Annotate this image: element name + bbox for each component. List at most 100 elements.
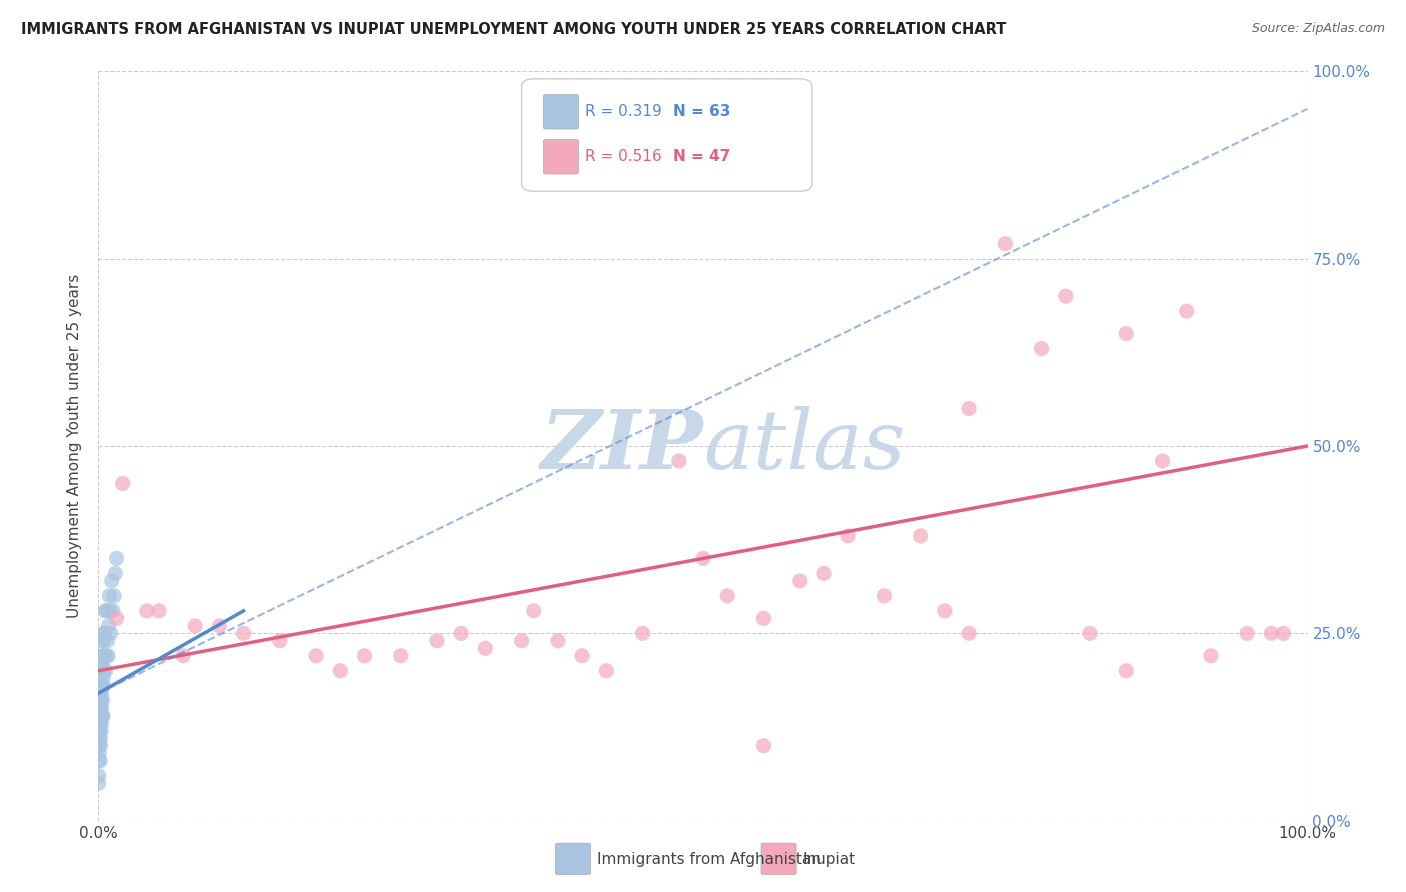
Y-axis label: Unemployment Among Youth under 25 years: Unemployment Among Youth under 25 years bbox=[67, 274, 83, 618]
Point bbox=[1115, 326, 1137, 341]
Point bbox=[90, 708, 112, 723]
Point bbox=[96, 648, 118, 663]
Point bbox=[994, 236, 1017, 251]
Point bbox=[103, 589, 125, 603]
Point bbox=[90, 701, 112, 715]
Point bbox=[89, 746, 111, 760]
Point bbox=[90, 679, 112, 693]
Point bbox=[305, 648, 328, 663]
Point bbox=[90, 701, 112, 715]
Text: R = 0.516: R = 0.516 bbox=[585, 149, 661, 163]
Point bbox=[873, 589, 896, 603]
Point bbox=[91, 664, 114, 678]
Text: atlas: atlas bbox=[703, 406, 905, 486]
Point bbox=[1175, 304, 1198, 318]
Point bbox=[91, 648, 114, 663]
Point bbox=[571, 648, 593, 663]
Point bbox=[90, 686, 112, 700]
Point bbox=[716, 589, 738, 603]
Point bbox=[510, 633, 533, 648]
Point bbox=[1031, 342, 1053, 356]
Point bbox=[104, 566, 127, 581]
Text: Immigrants from Afghanistan: Immigrants from Afghanistan bbox=[596, 852, 821, 867]
Point bbox=[547, 633, 569, 648]
Point bbox=[353, 648, 375, 663]
Point bbox=[90, 701, 112, 715]
Point bbox=[97, 648, 120, 663]
Point bbox=[89, 731, 111, 746]
Point bbox=[93, 664, 115, 678]
Point bbox=[87, 776, 110, 790]
Point bbox=[450, 626, 472, 640]
Point bbox=[934, 604, 956, 618]
Point bbox=[90, 716, 112, 731]
Point bbox=[105, 551, 128, 566]
Point bbox=[426, 633, 449, 648]
Point bbox=[94, 664, 117, 678]
Point bbox=[89, 731, 111, 746]
Text: IMMIGRANTS FROM AFGHANISTAN VS INUPIAT UNEMPLOYMENT AMONG YOUTH UNDER 25 YEARS C: IMMIGRANTS FROM AFGHANISTAN VS INUPIAT U… bbox=[21, 22, 1007, 37]
Point bbox=[135, 604, 157, 618]
Point bbox=[87, 769, 110, 783]
Point bbox=[111, 476, 134, 491]
Point bbox=[172, 648, 194, 663]
Point bbox=[692, 551, 714, 566]
Point bbox=[90, 671, 112, 685]
Point bbox=[269, 633, 291, 648]
Text: R = 0.319: R = 0.319 bbox=[585, 103, 661, 119]
Point bbox=[87, 739, 110, 753]
Point bbox=[91, 679, 114, 693]
Point bbox=[89, 716, 111, 731]
Point bbox=[957, 401, 980, 416]
Point bbox=[91, 708, 114, 723]
Point bbox=[98, 589, 121, 603]
Point bbox=[1078, 626, 1101, 640]
Text: Inupiat: Inupiat bbox=[803, 852, 855, 867]
Point bbox=[93, 648, 115, 663]
Point bbox=[752, 611, 775, 625]
Point bbox=[148, 604, 170, 618]
Point bbox=[957, 626, 980, 640]
Point bbox=[93, 633, 115, 648]
Point bbox=[100, 574, 122, 588]
Point bbox=[91, 671, 114, 685]
Point bbox=[89, 723, 111, 738]
FancyBboxPatch shape bbox=[543, 95, 578, 129]
Point bbox=[91, 657, 114, 671]
Point bbox=[94, 604, 117, 618]
Point bbox=[1115, 664, 1137, 678]
Point bbox=[631, 626, 654, 640]
Point bbox=[100, 626, 122, 640]
Point bbox=[96, 633, 118, 648]
Point bbox=[98, 604, 121, 618]
Point bbox=[91, 708, 114, 723]
Point bbox=[89, 664, 111, 678]
FancyBboxPatch shape bbox=[543, 139, 578, 174]
Point bbox=[837, 529, 859, 543]
Point bbox=[91, 679, 114, 693]
Point bbox=[1236, 626, 1258, 640]
FancyBboxPatch shape bbox=[761, 843, 796, 874]
Point bbox=[87, 701, 110, 715]
Point bbox=[1260, 626, 1282, 640]
Point bbox=[595, 664, 617, 678]
Point bbox=[93, 626, 115, 640]
Point bbox=[208, 619, 231, 633]
Point bbox=[101, 604, 124, 618]
Point bbox=[1272, 626, 1295, 640]
FancyBboxPatch shape bbox=[522, 78, 811, 191]
Point bbox=[232, 626, 254, 640]
Point bbox=[91, 694, 114, 708]
Point bbox=[90, 739, 112, 753]
Point bbox=[329, 664, 352, 678]
Point bbox=[389, 648, 412, 663]
Point bbox=[89, 686, 111, 700]
Point bbox=[668, 454, 690, 468]
Point bbox=[89, 716, 111, 731]
Point bbox=[93, 626, 115, 640]
Text: Source: ZipAtlas.com: Source: ZipAtlas.com bbox=[1251, 22, 1385, 36]
Point bbox=[87, 754, 110, 768]
Point bbox=[184, 619, 207, 633]
Point bbox=[89, 754, 111, 768]
Point bbox=[97, 619, 120, 633]
